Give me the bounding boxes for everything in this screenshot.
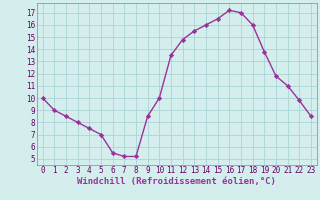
X-axis label: Windchill (Refroidissement éolien,°C): Windchill (Refroidissement éolien,°C): [77, 177, 276, 186]
